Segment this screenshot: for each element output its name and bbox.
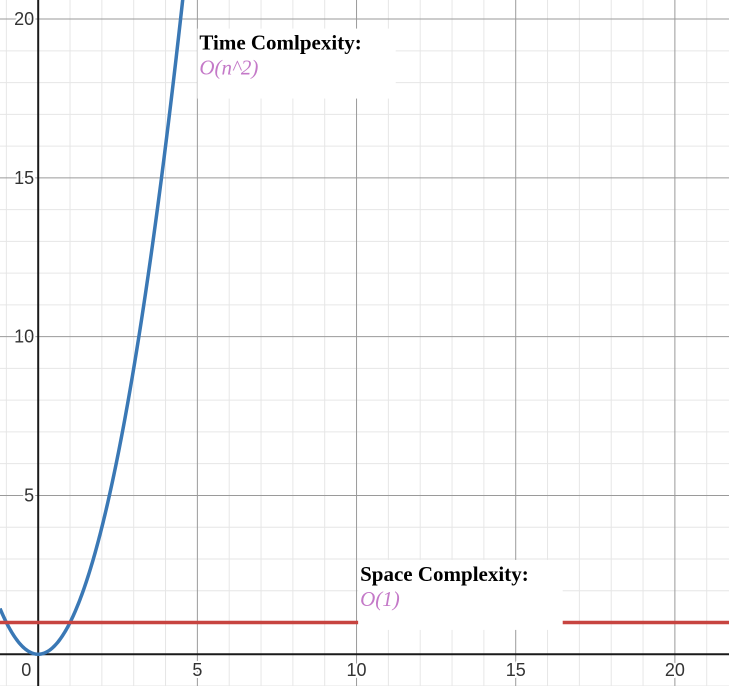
x-tick-label: 0 [21, 660, 31, 680]
y-tick-label: 20 [14, 9, 34, 29]
series-curve-quadratic [0, 0, 185, 656]
note-title: Time Comlpexity: [199, 31, 361, 55]
y-tick-label: 5 [24, 485, 34, 505]
x-tick-label: 10 [347, 660, 367, 680]
space-complexity-note: Space Complexity:O(1) [358, 559, 563, 630]
y-tick-label: 15 [14, 168, 34, 188]
x-tick-label: 15 [506, 660, 526, 680]
note-title: Space Complexity: [360, 562, 529, 586]
annotations: Time Comlpexity:O(n^2)Space Complexity:O… [197, 28, 563, 630]
x-tick-label: 5 [192, 660, 202, 680]
note-subtitle: O(n^2) [199, 56, 258, 80]
note-subtitle: O(1) [360, 587, 400, 611]
time-complexity-note: Time Comlpexity:O(n^2) [197, 28, 396, 99]
note-background [197, 28, 396, 99]
tick-labels: 0 5 10 15 20 5 10 15 20 [12, 7, 687, 682]
x-tick-label: 20 [665, 660, 685, 680]
y-tick-label: 10 [14, 327, 34, 347]
note-background [358, 559, 563, 630]
